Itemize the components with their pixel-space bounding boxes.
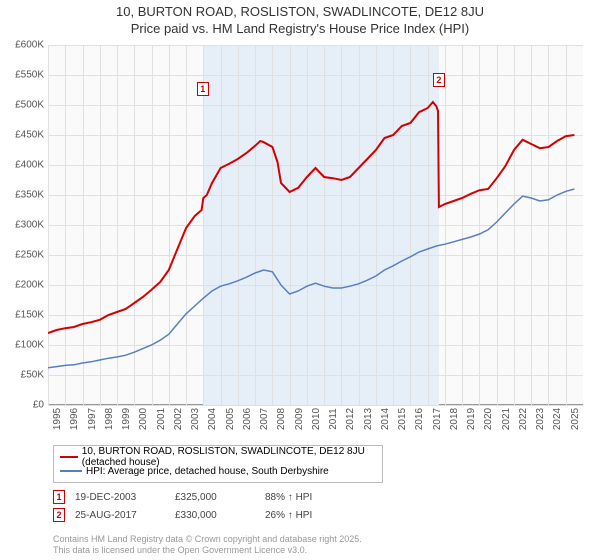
y-tick-label: £0 [33, 400, 48, 411]
footnote-marker: 2 [53, 508, 65, 522]
x-tick-label: 2002 [169, 408, 184, 430]
footnote-price: £325,000 [175, 492, 255, 503]
legend-row-subject: 10, BURTON ROAD, ROSLISTON, SWADLINCOTE,… [60, 450, 376, 464]
legend-swatch-subject [60, 456, 78, 458]
x-tick-label: 1997 [83, 408, 98, 430]
footnote-row: 1 19-DEC-2003 £325,000 88% ↑ HPI [53, 488, 365, 506]
footnote-date: 19-DEC-2003 [75, 492, 165, 503]
x-tick-label: 2023 [531, 408, 546, 430]
y-tick-label: £350K [15, 190, 48, 201]
y-tick-label: £600K [15, 40, 48, 51]
x-tick-label: 2000 [134, 408, 149, 430]
x-tick-label: 2011 [324, 408, 339, 430]
x-tick-label: 2004 [203, 408, 218, 430]
footnote-pct: 26% ↑ HPI [265, 510, 365, 521]
chart-area: 12 £0£50K£100K£150K£200K£250K£300K£350K£… [48, 45, 583, 405]
subject-line [48, 102, 574, 333]
y-tick-label: £500K [15, 100, 48, 111]
x-tick-label: 1999 [117, 408, 132, 430]
legend-label-hpi: HPI: Average price, detached house, Sout… [86, 466, 329, 477]
y-tick-label: £100K [15, 340, 48, 351]
title-line-2: Price paid vs. HM Land Registry's House … [0, 21, 600, 38]
x-tick-label: 2014 [376, 408, 391, 430]
footnote-row: 2 25-AUG-2017 £330,000 26% ↑ HPI [53, 506, 365, 524]
line-series [48, 45, 583, 405]
x-tick-label: 2025 [566, 408, 581, 430]
credits: Contains HM Land Registry data © Crown c… [53, 534, 362, 556]
sale-marker: 1 [197, 82, 209, 96]
x-tick-label: 2024 [548, 408, 563, 430]
footnote-price: £330,000 [175, 510, 255, 521]
x-tick-label: 2021 [497, 408, 512, 430]
y-tick-label: £50K [21, 370, 48, 381]
legend-row-hpi: HPI: Average price, detached house, Sout… [60, 464, 376, 478]
y-tick-label: £550K [15, 70, 48, 81]
legend: 10, BURTON ROAD, ROSLISTON, SWADLINCOTE,… [53, 445, 383, 483]
x-tick-label: 2017 [428, 408, 443, 430]
x-tick-label: 2019 [462, 408, 477, 430]
y-tick-label: £150K [15, 310, 48, 321]
x-tick-label: 2016 [410, 408, 425, 430]
y-tick-label: £250K [15, 250, 48, 261]
title-line-1: 10, BURTON ROAD, ROSLISTON, SWADLINCOTE,… [0, 4, 600, 21]
x-tick-label: 2020 [479, 408, 494, 430]
x-tick-label: 2009 [290, 408, 305, 430]
chart-container: 10, BURTON ROAD, ROSLISTON, SWADLINCOTE,… [0, 0, 600, 560]
footnotes: 1 19-DEC-2003 £325,000 88% ↑ HPI 2 25-AU… [53, 488, 365, 524]
sale-marker: 2 [433, 73, 445, 87]
x-tick-label: 2003 [186, 408, 201, 430]
x-tick-label: 1995 [48, 408, 63, 430]
x-tick-label: 1998 [100, 408, 115, 430]
chart-title: 10, BURTON ROAD, ROSLISTON, SWADLINCOTE,… [0, 0, 600, 38]
footnote-pct: 88% ↑ HPI [265, 492, 365, 503]
y-tick-label: £450K [15, 130, 48, 141]
x-tick-label: 2018 [445, 408, 460, 430]
footnote-date: 25-AUG-2017 [75, 510, 165, 521]
credits-line-1: Contains HM Land Registry data © Crown c… [53, 534, 362, 545]
x-tick-label: 2012 [341, 408, 356, 430]
x-tick-label: 2013 [359, 408, 374, 430]
x-tick-label: 2008 [272, 408, 287, 430]
credits-line-2: This data is licensed under the Open Gov… [53, 545, 362, 556]
x-tick-label: 2005 [221, 408, 236, 430]
y-tick-label: £300K [15, 220, 48, 231]
x-tick-label: 2007 [255, 408, 270, 430]
footnote-marker: 1 [53, 490, 65, 504]
y-tick-label: £400K [15, 160, 48, 171]
x-tick-label: 2006 [238, 408, 253, 430]
x-tick-label: 1996 [65, 408, 80, 430]
y-tick-label: £200K [15, 280, 48, 291]
x-tick-label: 2022 [514, 408, 529, 430]
hpi-line [48, 189, 574, 368]
x-tick-label: 2001 [152, 408, 167, 430]
legend-swatch-hpi [60, 470, 82, 472]
x-tick-label: 2015 [393, 408, 408, 430]
x-tick-label: 2010 [307, 408, 322, 430]
